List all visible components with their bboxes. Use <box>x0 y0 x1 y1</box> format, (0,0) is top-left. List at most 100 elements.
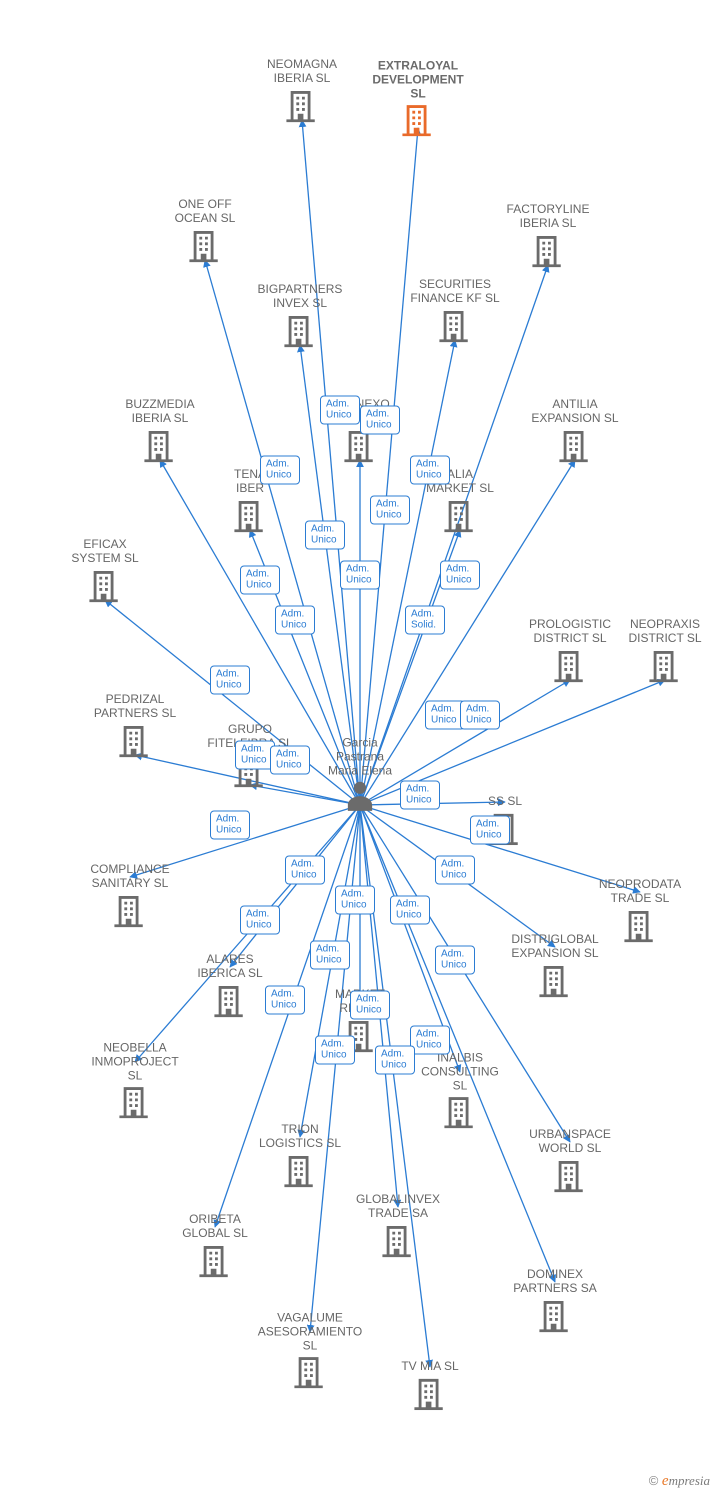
building-icon <box>88 568 122 602</box>
building-icon <box>113 893 147 927</box>
building-icon <box>413 1376 447 1410</box>
company-node: DISTRIGLOBAL EXPANSION SL <box>500 933 610 997</box>
building-icon <box>648 648 682 682</box>
company-label: DISTRIGLOBAL EXPANSION SL <box>500 933 610 961</box>
company-node: COMPLIANCE SANITARY SL <box>75 863 185 927</box>
building-icon <box>438 308 472 342</box>
edge-label: Adm. Unico <box>440 561 480 590</box>
company-node: GLOBALINVEX TRADE SA <box>343 1193 453 1257</box>
edge-label: Adm. Unico <box>410 456 450 485</box>
building-icon <box>443 1095 477 1129</box>
company-node: URBANSPACE WORLD SL <box>515 1128 625 1192</box>
building-icon <box>531 233 565 267</box>
company-node: VAGALUME ASESORAMIENTO SL <box>255 1311 365 1388</box>
company-label: ORIBETA GLOBAL SL <box>160 1213 270 1241</box>
brand-e: e <box>662 1473 669 1489</box>
edge-label: Adm. Unico <box>360 406 400 435</box>
company-label: NEOPRAXIS DISTRICT SL <box>610 618 720 646</box>
company-node: ANTILIA EXPANSION SL <box>520 398 630 462</box>
building-icon <box>401 103 435 137</box>
company-node: EXTRALOYAL DEVELOPMENT SL <box>363 59 473 136</box>
company-node: PROLOGISTIC DISTRICT SL <box>515 618 625 682</box>
center-person: Garcia Pastrana Maria Elena <box>300 736 420 813</box>
company-label: INALBIS CONSULTING SL <box>405 1051 515 1092</box>
company-node: SECURITIES FINANCE KF SL <box>400 278 510 342</box>
company-label: GLOBALINVEX TRADE SA <box>343 1193 453 1221</box>
company-label: PROLOGISTIC DISTRICT SL <box>515 618 625 646</box>
building-icon <box>118 723 152 757</box>
company-node: ORIBETA GLOBAL SL <box>160 1213 270 1277</box>
company-node: TRION LOGISTICS SL <box>245 1123 355 1187</box>
company-label: NEOMAGNA IBERIA SL <box>247 58 357 86</box>
building-icon <box>283 313 317 347</box>
edge-label: Adm. Unico <box>425 701 465 730</box>
edge-label: Adm. Unico <box>305 521 345 550</box>
building-icon <box>188 228 222 262</box>
company-node: ONE OFF OCEAN SL <box>150 198 260 262</box>
edge-label: Adm. Unico <box>335 886 375 915</box>
company-node: BIGPARTNERS INVEX SL <box>245 283 355 347</box>
company-node: NEOPRAXIS DISTRICT SL <box>610 618 720 682</box>
building-icon <box>233 498 267 532</box>
edge-label: Adm. Unico <box>390 896 430 925</box>
company-label: NEOBELLA INMOPROJECT SL <box>80 1041 190 1082</box>
company-node: NEOBELLA INMOPROJECT SL <box>80 1041 190 1118</box>
company-label: EXTRALOYAL DEVELOPMENT SL <box>363 59 473 100</box>
company-label: FACTORYLINE IBERIA SL <box>493 203 603 231</box>
company-label: NEOPRODATA TRADE SL <box>585 878 695 906</box>
edge-label: Adm. Unico <box>340 561 380 590</box>
edge-label: Adm. Unico <box>240 906 280 935</box>
edge-label: Adm. Unico <box>240 566 280 595</box>
edge-label: Adm. Unico <box>375 1046 415 1075</box>
company-label: PEDRIZAL PARTNERS SL <box>80 693 190 721</box>
building-icon <box>538 963 572 997</box>
building-icon <box>558 428 592 462</box>
building-icon <box>198 1243 232 1277</box>
center-person-label: Garcia Pastrana Maria Elena <box>300 736 420 777</box>
company-label: SECURITIES FINANCE KF SL <box>400 278 510 306</box>
edge-label: Adm. Unico <box>435 856 475 885</box>
company-label: TRION LOGISTICS SL <box>245 1123 355 1151</box>
building-icon <box>283 1153 317 1187</box>
edge-label: Adm. Unico <box>460 701 500 730</box>
company-label: TV MIA SL <box>375 1360 485 1374</box>
company-label: SS SL <box>450 795 560 809</box>
building-icon <box>143 428 177 462</box>
person-icon <box>345 780 375 814</box>
company-node: TV MIA SL <box>375 1360 485 1410</box>
edge-label: Adm. Unico <box>410 1026 450 1055</box>
building-icon <box>118 1085 152 1119</box>
company-label: BIGPARTNERS INVEX SL <box>245 283 355 311</box>
company-label: VAGALUME ASESORAMIENTO SL <box>255 1311 365 1352</box>
building-icon <box>553 648 587 682</box>
edge-label: Adm. Solid. <box>405 606 445 635</box>
company-node: BUZZMEDIA IBERIA SL <box>105 398 215 462</box>
footer-credit: © empresia <box>649 1473 710 1490</box>
building-icon <box>553 1158 587 1192</box>
company-label: COMPLIANCE SANITARY SL <box>75 863 185 891</box>
company-label: ANTILIA EXPANSION SL <box>520 398 630 426</box>
company-node: PEDRIZAL PARTNERS SL <box>80 693 190 757</box>
building-icon <box>293 1355 327 1389</box>
building-icon <box>381 1223 415 1257</box>
company-label: ONE OFF OCEAN SL <box>150 198 260 226</box>
building-icon <box>443 498 477 532</box>
edge-label: Adm. Unico <box>435 946 475 975</box>
edge-label: Adm. Unico <box>210 666 250 695</box>
company-label: ALARES IBERICA SL <box>175 953 285 981</box>
edge-label: Adm. Unico <box>470 816 510 845</box>
company-node: EFICAX SYSTEM SL <box>50 538 160 602</box>
edge-label: Adm. Unico <box>310 941 350 970</box>
building-icon <box>285 88 319 122</box>
copyright-symbol: © <box>649 1473 659 1488</box>
brand-rest: mpresia <box>669 1473 710 1488</box>
edge-label: Adm. Unico <box>235 741 275 770</box>
edge-label: Adm. Unico <box>210 811 250 840</box>
building-icon <box>538 1298 572 1332</box>
edge-label: Adm. Unico <box>320 396 360 425</box>
building-icon <box>213 983 247 1017</box>
company-label: URBANSPACE WORLD SL <box>515 1128 625 1156</box>
edge-line <box>302 120 360 805</box>
edge-label: Adm. Unico <box>370 496 410 525</box>
company-label: DOMINEX PARTNERS SA <box>500 1268 610 1296</box>
